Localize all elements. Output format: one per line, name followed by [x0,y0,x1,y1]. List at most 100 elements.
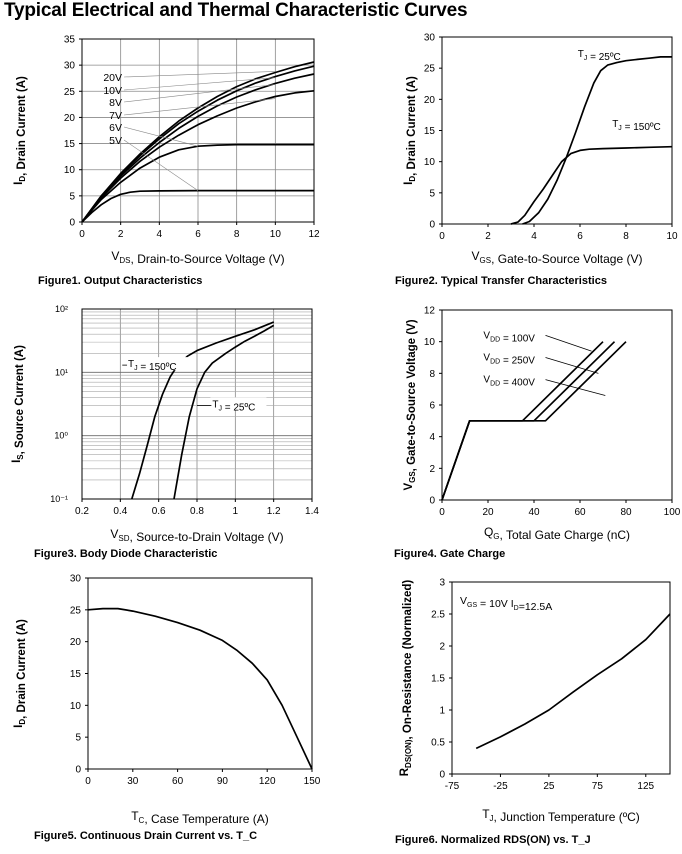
x-tick-label: 2 [118,229,124,240]
leader-line [123,126,199,147]
annotation-bg [210,397,267,411]
annotation-vdd: VDD = 250V [483,353,535,367]
figure-4-caption: Figure4. Gate Charge [394,548,506,560]
leader-line [123,84,276,103]
y-tick-label: 2.5 [431,610,445,621]
x-tick-label: 60 [172,776,184,787]
series-label: 20V [103,72,122,84]
x-tick-label: 10 [270,229,282,240]
x-tick-label: 25 [543,781,555,792]
annotation-tj-150: TJ = 150ºC [128,359,177,373]
x-tick-label: 1.2 [267,506,281,517]
x-tick-label: 0 [79,229,85,240]
gridlines [82,39,314,222]
y-tick-label: 10 [64,165,76,176]
y-tick-label: 30 [424,33,436,44]
figure-3-chart: 0.2 0.4 0.6 0.8 1 1.2 1.4 10⁻¹ 10⁰ 10¹ 10² VSD, Sou… [11,304,319,544]
annotation-vdd: VDD = 100V [483,330,535,344]
y-axis-label: VGS, Gate-to-Source Voltage (V) [403,319,418,490]
y-tick-label: 2 [439,642,445,653]
x-tick-label: 8 [234,229,240,240]
figure-2-panel: 0 2 4 6 8 10 0 5 10 15 20 25 30 VGS, Gate-to-Source V… [340,28,682,290]
y-tick-label: 25 [64,87,76,98]
y-tick-label: 10 [424,157,436,168]
x-tick-label: 0 [85,776,91,787]
leader-line [123,139,199,191]
y-axis-label: RDS(ON), On-Resistance (Normalized) [399,580,414,777]
figure-6-caption: Figure6. Normalized RDS(ON) vs. T_J [395,834,591,846]
x-tick-label: 75 [592,781,604,792]
series-line-v-dd-400v [441,341,627,501]
y-tick-label: 25 [70,605,82,616]
y-tick-label: 2 [429,464,435,475]
leader-line [123,98,276,116]
x-tick-label: 60 [574,507,586,518]
series-label: 5V [109,135,122,147]
y-tick-label: 15 [70,669,82,680]
x-tick-label: 0.6 [152,506,166,517]
figure-6-panel: -75 -25 25 75 125 0 0.5 1 1.5 2 2.5 3 TJ, Junction T… [340,570,682,854]
annotation-conditions: VGS = 10V ID=12.5A [460,595,552,613]
x-tick-label: 40 [528,507,540,518]
y-axis-label: ID, Drain Current (A) [403,76,418,185]
figure-2-chart: 0 2 4 6 8 10 0 5 10 15 20 25 30 VGS, Gate-to-Source V… [403,33,678,267]
series-line-t-j-25-c [522,56,672,225]
plot-frame [441,309,673,501]
y-tick-label: 5 [429,188,435,199]
y-tick-label: 0 [75,765,81,776]
y-tick-label: 6 [429,401,435,412]
series-line-1 [475,613,671,750]
x-tick-label: 10 [666,231,678,242]
series-label: 10V [103,85,122,97]
y-tick-label: 15 [64,139,76,150]
y-tick-label: 5 [75,733,81,744]
x-tick-label: 0.4 [113,506,127,517]
x-axis-label: VDS, Drain-to-Source Voltage (V) [111,249,284,266]
x-tick-label: -75 [445,781,460,792]
annotation-bg [126,357,191,371]
x-tick-label: 0.8 [190,506,204,517]
figure-5-caption: Figure5. Continuous Drain Current vs. T_… [34,830,258,842]
annotation-tj-25: TJ = 25ºC [578,49,621,63]
x-tick-label: 0 [439,507,445,518]
y-tick-label: 10 [424,337,436,348]
figure-3-caption: Figure3. Body Diode Characteristic [34,548,218,560]
y-tick-label: 10² [55,304,68,314]
series-label: 8V [109,97,122,109]
figure-4-chart: 0 20 40 60 80 100 0 2 4 6 8 10 12 QG, Total Gate Char… [403,306,681,543]
y-tick-label: 8 [429,369,435,380]
figure-6-chart: -75 -25 25 75 125 0 0.5 1 1.5 2 2.5 3 TJ, Junction T… [399,578,671,824]
figure-5-chart: 0 30 60 90 120 150 0 5 10 15 20 25 30 TC, Case Temper… [13,574,321,827]
y-tick-label: 10⁰ [54,431,68,441]
leader-line [123,77,276,91]
x-axis-label: VSD, Source-to-Drain Voltage (V) [110,527,283,544]
x-tick-label: 100 [664,507,681,518]
x-tick-label: 0 [439,231,445,242]
leader-line [545,379,606,396]
figure-1-caption: Figure1. Output Characteristics [38,275,203,287]
series-line-t-j-25-c [173,324,275,500]
x-tick-label: 8 [623,231,629,242]
y-tick-label: 1.5 [431,674,445,685]
y-tick-label: 30 [70,574,82,585]
series-line-1 [87,607,313,770]
x-tick-label: 1.4 [305,506,319,517]
x-tick-label: 20 [482,507,494,518]
x-tick-label: 6 [577,231,583,242]
annotation-vdd: VDD = 400V [483,375,535,389]
x-tick-label: 6 [195,229,201,240]
y-tick-label: 0 [429,220,435,231]
series-line-7v [81,89,315,223]
gridlines [82,309,312,499]
y-tick-label: 10¹ [55,367,68,377]
x-tick-label: 30 [127,776,139,787]
x-tick-label: 0.2 [75,506,89,517]
y-tick-label: 4 [429,432,435,443]
y-tick-label: 0.5 [431,738,445,749]
y-tick-label: 30 [64,61,76,72]
page-title: Typical Electrical and Thermal Character… [4,0,468,21]
y-tick-label: 10 [70,701,82,712]
y-tick-label: 10⁻¹ [50,494,68,504]
y-tick-label: 15 [424,126,436,137]
y-tick-label: 35 [64,35,76,46]
